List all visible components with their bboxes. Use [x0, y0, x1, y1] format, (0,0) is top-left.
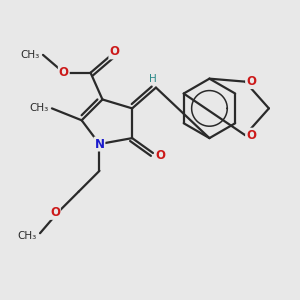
Text: O: O [246, 75, 256, 88]
Text: O: O [155, 149, 165, 162]
Text: H: H [149, 74, 157, 84]
Text: CH₃: CH₃ [21, 50, 40, 60]
Text: O: O [109, 45, 119, 58]
Text: O: O [59, 66, 69, 79]
Text: CH₃: CH₃ [18, 231, 37, 241]
Text: O: O [246, 129, 256, 142]
Text: O: O [50, 206, 60, 219]
Text: CH₃: CH₃ [30, 103, 49, 113]
Text: N: N [94, 138, 104, 151]
